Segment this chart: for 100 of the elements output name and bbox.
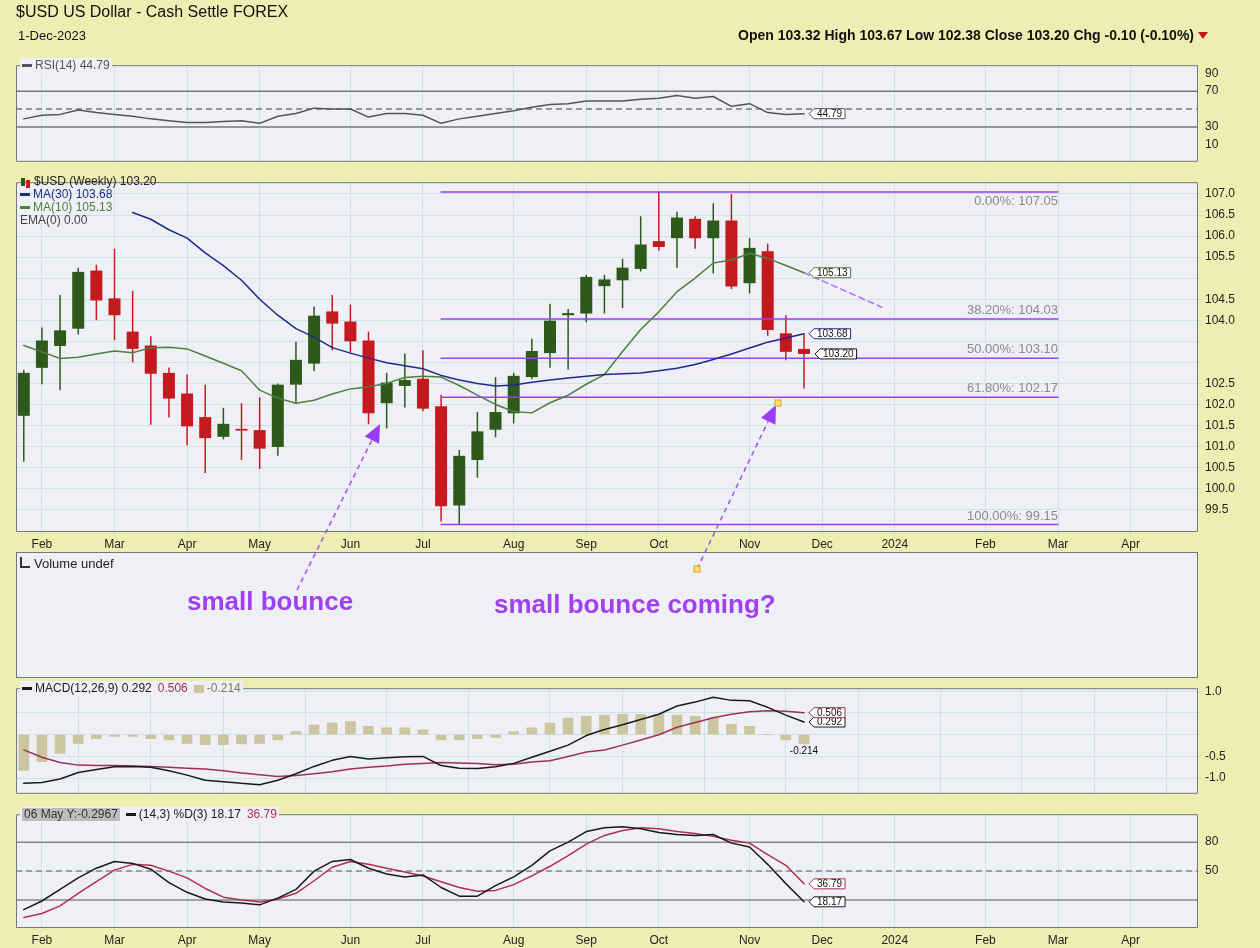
- candlestick: [707, 202, 720, 275]
- legend-label: -0.214: [206, 681, 241, 695]
- bar: [18, 734, 30, 771]
- y-tick-label: 105.5: [1205, 249, 1236, 264]
- y-tick-label: 90: [1205, 65, 1219, 80]
- x-tick-label: Jul: [415, 932, 431, 947]
- candlestick: [562, 308, 575, 371]
- candlestick: [652, 191, 665, 252]
- candlestick: [689, 215, 702, 250]
- bar: [145, 734, 157, 739]
- candlestick: [670, 210, 683, 269]
- candlestick: [108, 247, 121, 341]
- bar: [453, 734, 465, 741]
- bar: [707, 717, 719, 735]
- data-label: 44.79: [817, 107, 843, 119]
- y-tick-label: 70: [1205, 83, 1219, 98]
- bar: [72, 734, 84, 744]
- x-tick-label: Mar: [1047, 536, 1069, 551]
- bar: [254, 734, 265, 744]
- candlestick: [126, 290, 139, 364]
- candlestick: [398, 352, 411, 409]
- bar: [526, 727, 538, 735]
- candlestick: [779, 314, 792, 362]
- data-label: -0.214: [789, 744, 819, 756]
- text: 36.79: [246, 807, 277, 821]
- candlestick: [54, 294, 67, 391]
- y-tick-label: 102.0: [1205, 396, 1236, 411]
- bar: [726, 723, 737, 735]
- y-tick-label: 106.0: [1205, 228, 1236, 243]
- text: small bounce coming?: [494, 589, 776, 620]
- x-tick-label: Feb: [31, 932, 53, 947]
- candlestick: [217, 407, 230, 441]
- bar: [744, 726, 755, 735]
- legend-label: MA(10) 105.13: [33, 200, 113, 214]
- x-tick-label: Feb: [31, 536, 53, 551]
- candlestick: [598, 274, 611, 315]
- data-label: 0.506: [817, 706, 843, 718]
- bar: [236, 734, 247, 745]
- x-tick-label: 2024: [881, 536, 909, 551]
- y-tick-label: 106.5: [1205, 207, 1236, 222]
- x-tick-label: Jun: [340, 932, 361, 947]
- y-tick-label: 10: [1205, 137, 1219, 152]
- x-tick-label: Feb: [975, 536, 997, 551]
- y-tick-label: 99.5: [1205, 502, 1229, 516]
- data-label: 36.79: [817, 878, 843, 890]
- x-tick-label: Nov: [738, 932, 761, 947]
- x-tick-label: Nov: [738, 536, 761, 551]
- annotation: EMA(0) 0.00: [20, 213, 89, 227]
- x-tick-label: May: [248, 536, 271, 551]
- legend-label: $USD (Weekly) 103.20: [34, 174, 157, 188]
- y-tick-label: 100.5: [1205, 459, 1236, 474]
- x-tick-label: Dec: [811, 932, 833, 947]
- bar: [272, 734, 284, 741]
- bar: [580, 716, 592, 735]
- y-tick-label: 101.0: [1205, 438, 1236, 453]
- annotation: 100.00%: 99.15: [966, 507, 1059, 523]
- y-tick-label: 107.0: [1205, 186, 1236, 201]
- legend-label: MACD(12,26,9) 0.292: [35, 681, 152, 695]
- x-tick-label: 2024: [881, 932, 909, 947]
- y-tick-label: 104.5: [1205, 291, 1236, 306]
- x-tick-label: Sep: [575, 536, 598, 551]
- bar: [381, 727, 392, 735]
- bar: [490, 734, 501, 738]
- data-label: 0.292: [817, 716, 843, 728]
- x-tick-label: Apr: [177, 932, 197, 947]
- x-tick-label: Apr: [1121, 536, 1140, 551]
- y-tick-label: -0.5: [1205, 748, 1226, 763]
- x-tick-label: Dec: [811, 536, 833, 551]
- bar: [399, 727, 411, 735]
- y-tick-label: 100.0: [1205, 480, 1236, 495]
- candlestick: [616, 258, 629, 309]
- candlestick: [253, 396, 266, 470]
- x-tick-label: May: [248, 932, 271, 947]
- x-tick-label: Jul: [415, 536, 431, 551]
- chart-subtitle: 1-Dec-2023: [18, 28, 86, 43]
- x-tick-label: Aug: [503, 932, 525, 947]
- candlestick: [798, 333, 810, 390]
- bar: [544, 722, 556, 735]
- candlestick: [235, 402, 248, 461]
- bar: [472, 734, 483, 739]
- bar: [54, 734, 66, 754]
- y-tick-label: 30: [1205, 119, 1219, 134]
- bar: [508, 731, 520, 735]
- x-tick-label: Mar: [104, 932, 125, 947]
- candlestick: [344, 303, 357, 354]
- annotation: 38.20%: 104.03: [966, 302, 1059, 318]
- x-tick-label: Feb: [975, 932, 997, 947]
- annotation: 50.00%: 103.10: [966, 341, 1059, 357]
- bar: [617, 713, 628, 735]
- bar: [181, 734, 193, 744]
- x-tick-label: Apr: [1121, 932, 1140, 947]
- bar: [417, 729, 429, 735]
- x-tick-label: Mar: [104, 536, 125, 551]
- y-tick-label: 50: [1205, 863, 1219, 878]
- text: small bounce: [187, 586, 354, 617]
- bar: [218, 734, 229, 746]
- data-label: 105.13: [817, 266, 849, 278]
- x-tick-label: Jun: [340, 536, 361, 551]
- y-tick-label: 104.0: [1205, 312, 1236, 327]
- text: Open 103.32 High 103.67 Low 102.38 Close 103.20 Chg -0.10 (-0.10%): [738, 27, 1194, 43]
